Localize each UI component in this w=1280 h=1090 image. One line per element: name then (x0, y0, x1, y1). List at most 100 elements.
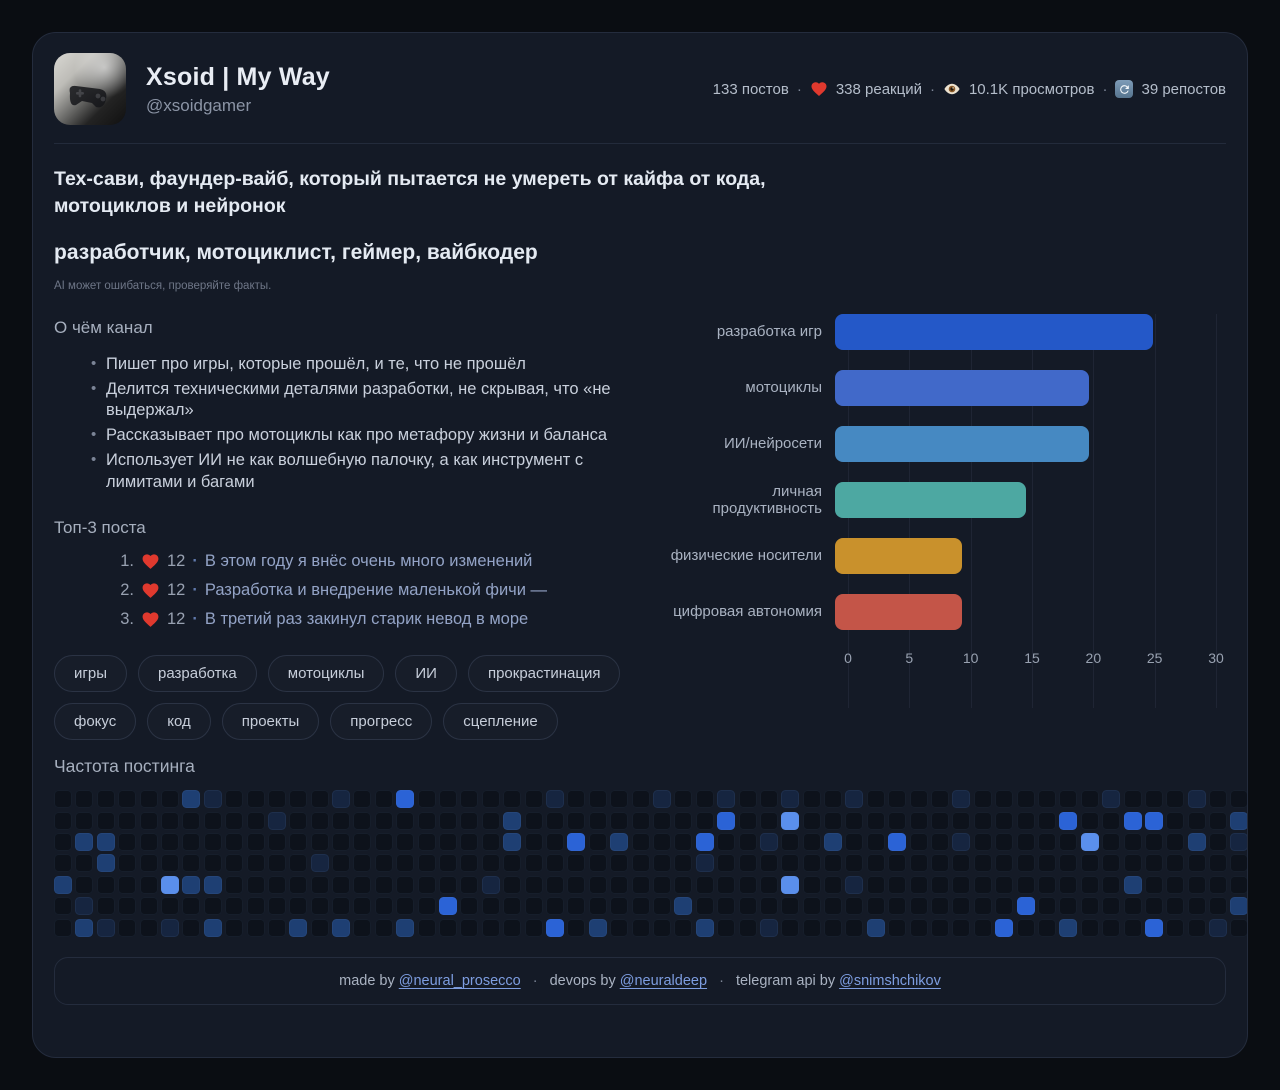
footer-credits: made by @neural_prosecco · devops by @ne… (54, 956, 1226, 1005)
heatmap-cell (481, 875, 500, 894)
chart-x-axis: 0 5 10 15 20 25 30 (844, 650, 1224, 672)
heatmap-cell (1209, 854, 1228, 873)
post-title-link[interactable]: Разработка и внедрение маленькой фичи — (204, 581, 548, 600)
heatmap-cell (1037, 875, 1056, 894)
heatmap-cell (182, 875, 201, 894)
heatmap-cell (909, 897, 928, 916)
heatmap-cell (695, 833, 714, 851)
tag-chip[interactable]: код (147, 703, 211, 741)
heatmap-cell (503, 918, 522, 937)
top-post-row: 1. 12 · В этом году я внёс очень много и… (114, 552, 654, 571)
heatmap-cell (1016, 875, 1035, 894)
heatmap-cell (246, 918, 265, 937)
heatmap-cell (738, 833, 757, 851)
tag-chip[interactable]: игры (54, 655, 127, 693)
tag-chip[interactable]: прокрастинация (467, 655, 621, 693)
made-by-link[interactable]: @neural_prosecco (398, 972, 521, 989)
heatmap-cell (374, 897, 393, 916)
heatmap-cell (203, 811, 222, 830)
heatmap-cell (267, 790, 286, 809)
heatmap-cell (717, 897, 736, 916)
heatmap-cell (96, 811, 115, 830)
heatmap-cell (1230, 790, 1247, 809)
heatmap-cell (1037, 854, 1056, 873)
header: Xsoid | My Way @xsoidgamer 133 постов · … (54, 53, 1226, 125)
heatmap-cell (952, 854, 971, 873)
heatmap-cell (289, 790, 308, 809)
chart-rows: разработка игр мотоциклы ИИ/нейросети лична… (670, 313, 1226, 630)
post-title-link[interactable]: В этом году я внёс очень много изменений (204, 552, 533, 571)
views-count: 10.1K просмотров (968, 80, 1095, 98)
heatmap-cell (674, 790, 693, 809)
heatmap-cell (824, 790, 843, 809)
about-list: Пишет про игры, которые прошёл, и те, чт… (54, 354, 654, 495)
heatmap-cell (781, 790, 800, 809)
heatmap-cell (1102, 833, 1121, 851)
heatmap-cell (759, 897, 778, 916)
heatmap-cell (888, 918, 907, 937)
heatmap-cell (845, 790, 864, 809)
heatmap-cell (460, 790, 479, 809)
post-rank: 3. (120, 610, 134, 629)
heatmap-cell (952, 790, 971, 809)
heatmap-cell (588, 854, 607, 873)
heatmap-cell (1230, 833, 1247, 851)
heatmap-cell (246, 790, 265, 809)
heatmap-cell (310, 833, 329, 851)
tag-chip[interactable]: прогресс (330, 703, 433, 741)
heatmap-cell (1123, 833, 1142, 851)
heatmap-cell (139, 811, 158, 830)
x-tick-label: 30 (1208, 649, 1224, 666)
heatmap-cell (54, 897, 72, 916)
heatmap-cell (310, 854, 329, 873)
heatmap-cell (1080, 897, 1099, 916)
post-title-link[interactable]: В третий раз закинул старик невод в море (204, 610, 529, 629)
heatmap-cell (652, 875, 671, 894)
tag-chip[interactable]: разработка (137, 655, 257, 693)
heatmap-cell (1123, 790, 1142, 809)
tag-chip[interactable]: ИИ (395, 655, 457, 693)
heatmap-cell (781, 875, 800, 894)
heatmap-cell (588, 790, 607, 809)
heatmap-cell (289, 875, 308, 894)
repost-icon (1115, 80, 1134, 98)
heatmap-cell (182, 854, 201, 873)
tag-chip[interactable]: сцепление (443, 703, 558, 741)
heatmap-cell (1230, 897, 1247, 916)
heatmap-cell (781, 918, 800, 937)
heatmap-cell (396, 918, 415, 937)
heatmap-cell (160, 833, 179, 851)
heatmap-cell (332, 854, 351, 873)
title-block: Xsoid | My Way @xsoidgamer (146, 63, 330, 116)
heatmap-cell (952, 875, 971, 894)
heatmap-cell (267, 897, 286, 916)
heatmap-cell (332, 918, 351, 937)
bar-row: физические носители (670, 537, 1226, 574)
heatmap-cell (524, 875, 543, 894)
tag-chip[interactable]: мотоциклы (267, 655, 385, 693)
footer-separator: · (719, 972, 724, 989)
bar-track (835, 425, 1216, 462)
heatmap-cell (866, 897, 885, 916)
heatmap-cell (1102, 897, 1121, 916)
heatmap-cell (610, 918, 629, 937)
heatmap-cell (610, 790, 629, 809)
heatmap-cell (503, 790, 522, 809)
tag-chip[interactable]: проекты (221, 703, 320, 741)
heatmap-cell (289, 854, 308, 873)
heatmap-cell (674, 811, 693, 830)
heatmap-cell (374, 854, 393, 873)
heatmap-cell (1016, 833, 1035, 851)
heatmap-cell (717, 854, 736, 873)
api-link[interactable]: @snimshchikov (839, 972, 941, 989)
heatmap-cell (759, 854, 778, 873)
heatmap-cell (845, 875, 864, 894)
tag-chip[interactable]: фокус (54, 703, 137, 741)
heatmap-cell (96, 854, 115, 873)
gamepad-icon (69, 85, 107, 108)
devops-link[interactable]: @neuraldeep (619, 972, 708, 989)
heatmap-cell (717, 811, 736, 830)
post-reactions: 12 (167, 581, 186, 600)
heatmap-cell (160, 918, 179, 937)
heatmap-cell (738, 918, 757, 937)
